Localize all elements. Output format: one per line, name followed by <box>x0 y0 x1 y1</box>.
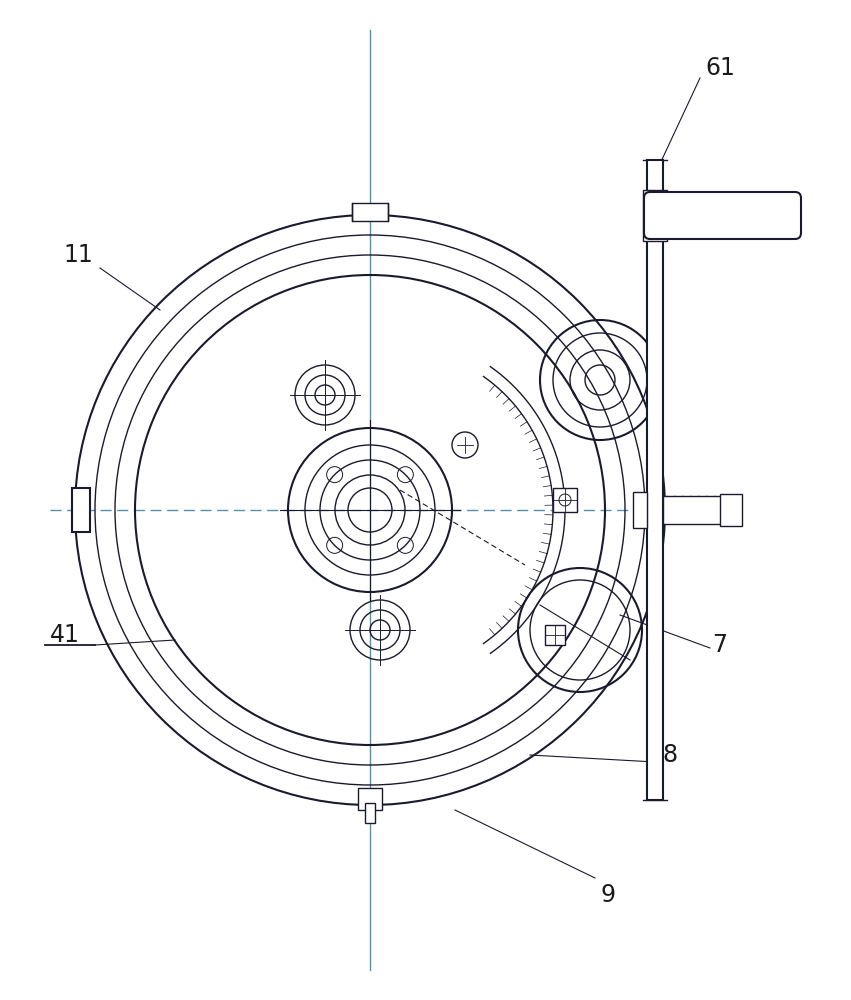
Bar <box>633 492 647 528</box>
Text: 41: 41 <box>50 623 80 647</box>
Text: 9: 9 <box>601 883 615 907</box>
Bar <box>663 496 728 524</box>
Bar <box>352 203 388 221</box>
FancyBboxPatch shape <box>644 192 801 239</box>
Bar <box>358 788 382 810</box>
Text: 61: 61 <box>705 56 735 80</box>
Bar <box>643 190 667 241</box>
Bar <box>553 488 577 512</box>
Bar <box>647 160 663 800</box>
Bar <box>72 488 90 532</box>
Bar <box>720 494 742 526</box>
Text: 11: 11 <box>63 243 93 267</box>
Text: 8: 8 <box>662 743 677 767</box>
Bar <box>365 803 375 823</box>
Bar <box>545 625 565 645</box>
Text: 7: 7 <box>712 633 728 657</box>
